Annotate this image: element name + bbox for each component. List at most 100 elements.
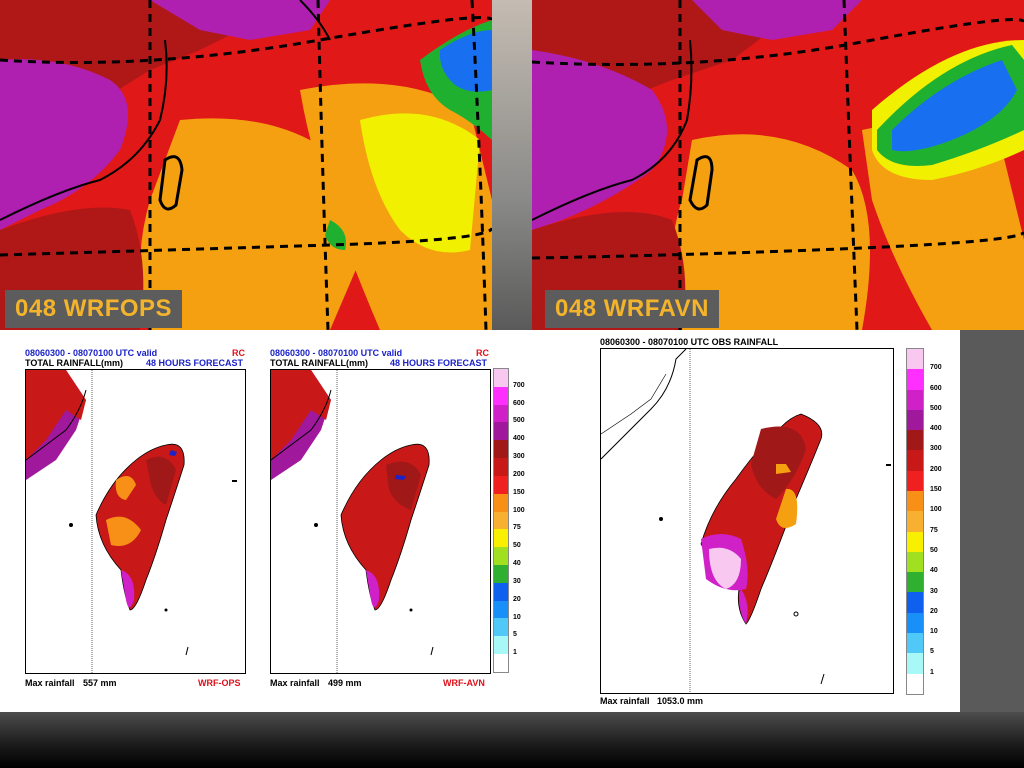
legend-swatch — [907, 349, 923, 370]
legend-swatch — [907, 592, 923, 613]
legend-level: 300 — [930, 445, 942, 453]
legend-swatch — [907, 470, 923, 491]
legend-level: 300 — [513, 453, 525, 461]
legend-swatch — [494, 600, 508, 619]
legend-swatch — [494, 582, 508, 601]
max-rainfall-value: 499 mm — [328, 678, 362, 688]
panel-obs: 08060300 - 08070100 UTC OBS RAINFALL Max… — [590, 330, 960, 712]
legend-swatch — [494, 386, 508, 405]
legend-level: 600 — [513, 399, 525, 407]
legend-level: 200 — [513, 470, 525, 478]
top-map-wrfops — [0, 0, 492, 330]
legend-level: 5 — [513, 631, 517, 639]
legend-swatch — [907, 673, 923, 694]
rc-tag: RC — [476, 348, 489, 358]
max-rainfall-label: Max rainfall — [25, 678, 75, 688]
legend-swatch — [907, 572, 923, 593]
legend-swatch — [494, 422, 508, 441]
legend-labels: 700 600 500 400 300 200 150 100 75 50 40 30 20 10 5 1 — [513, 368, 533, 671]
legend-swatch — [907, 369, 923, 390]
legend-swatch — [494, 404, 508, 423]
legend-level: 500 — [513, 417, 525, 425]
legend-level: 30 — [930, 587, 938, 595]
panel-divider — [492, 0, 532, 330]
legend-level: 10 — [513, 613, 521, 621]
legend-swatch — [494, 369, 508, 387]
legend-swatch — [494, 458, 508, 476]
map-frame — [270, 369, 491, 674]
legend-level: 1 — [930, 668, 934, 676]
legend-level: 100 — [513, 506, 525, 514]
legend-level: 100 — [930, 506, 942, 514]
legend-level: 20 — [930, 607, 938, 615]
legend-level: 50 — [513, 542, 521, 550]
legend-swatch — [494, 564, 508, 583]
valid-period: 08060300 - 08070100 UTC valid — [270, 348, 403, 358]
max-rainfall-value: 1053.0 mm — [657, 696, 704, 706]
top-map-wrfavn — [532, 0, 1024, 330]
legend-swatch — [907, 632, 923, 654]
legend-swatch — [494, 654, 508, 672]
model-name: WRF-AVN — [443, 678, 485, 688]
legend-swatch — [907, 409, 923, 431]
legend-swatch — [907, 490, 923, 512]
legend-level: 10 — [930, 628, 938, 636]
legend-swatch — [494, 618, 508, 637]
rc-tag: RC — [232, 348, 245, 358]
legend-level: 400 — [930, 425, 942, 433]
legend-level: 500 — [930, 404, 942, 412]
legend-level: 5 — [930, 648, 934, 656]
legend-level: 600 — [930, 384, 942, 392]
legend-level: 200 — [930, 465, 942, 473]
legend-level: 1 — [513, 649, 517, 657]
legend-swatch — [907, 653, 923, 674]
legend-level: 30 — [513, 577, 521, 585]
legend-swatch — [907, 612, 923, 633]
legend-level: 40 — [513, 560, 521, 568]
legend-level: 400 — [513, 435, 525, 443]
legend-level: 40 — [930, 567, 938, 575]
legend-swatch — [494, 529, 508, 548]
legend-swatch — [494, 475, 508, 494]
rainfall-panels: 08060300 - 08070100 UTC valid RC TOTAL R… — [0, 330, 960, 712]
legend-level: 20 — [513, 595, 521, 603]
map-frame — [25, 369, 246, 674]
top-label-wrfavn: 048 WRFAVN — [545, 290, 719, 328]
legend-level: 75 — [513, 524, 521, 532]
max-rainfall-label: Max rainfall — [270, 678, 320, 688]
legend-swatch — [907, 531, 923, 552]
forecast-label: 48 HOURS FORECAST — [146, 358, 244, 368]
legend-level: 75 — [930, 526, 938, 534]
rainfall-legend — [493, 368, 509, 673]
rainfall-title: TOTAL RAINFALL(mm) — [270, 358, 368, 368]
forecast-label: 48 HOURS FORECAST — [390, 358, 488, 368]
legend-swatch — [494, 440, 508, 459]
top-label-wrfops: 048 WRFOPS — [5, 290, 183, 328]
legend-swatch — [907, 430, 923, 451]
panel-wrf-avn: 08060300 - 08070100 UTC valid RC TOTAL R… — [245, 330, 535, 712]
valid-period: 08060300 - 08070100 UTC OBS RAINFALL — [600, 337, 779, 347]
legend-level: 700 — [513, 381, 525, 389]
rainfall-title: TOTAL RAINFALL(mm) — [25, 358, 123, 368]
panel-wrf-ops: 08060300 - 08070100 UTC valid RC TOTAL R… — [0, 330, 260, 712]
legend-swatch — [907, 551, 923, 573]
valid-period: 08060300 - 08070100 UTC valid — [25, 348, 158, 358]
legend-swatch — [494, 547, 508, 565]
legend-swatch — [494, 493, 508, 512]
legend-level: 150 — [930, 486, 942, 494]
model-name: WRF-OPS — [198, 678, 241, 688]
max-rainfall-value: 557 mm — [83, 678, 117, 688]
legend-swatch — [494, 511, 508, 530]
legend-level: 700 — [930, 364, 942, 372]
rainfall-legend — [906, 348, 924, 695]
legend-level: 50 — [930, 546, 938, 554]
legend-swatch — [907, 450, 923, 471]
legend-swatch — [907, 511, 923, 532]
map-frame — [600, 348, 894, 694]
legend-labels: 700 600 500 400 300 200 150 100 75 50 40 30 20 10 5 1 — [930, 348, 954, 693]
legend-level: 150 — [513, 488, 525, 496]
max-rainfall-label: Max rainfall — [600, 696, 650, 706]
legend-swatch — [494, 636, 508, 654]
bottom-bar — [0, 712, 1024, 768]
legend-swatch — [907, 389, 923, 410]
